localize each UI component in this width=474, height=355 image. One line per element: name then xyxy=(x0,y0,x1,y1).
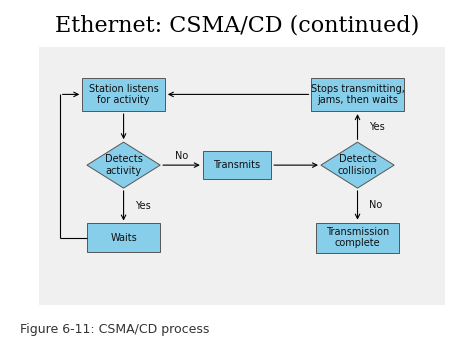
Text: Figure 6-11: CSMA/CD process: Figure 6-11: CSMA/CD process xyxy=(19,323,209,336)
FancyBboxPatch shape xyxy=(203,151,271,179)
Text: Detects
collision: Detects collision xyxy=(338,154,377,176)
Polygon shape xyxy=(87,142,160,188)
Text: Yes: Yes xyxy=(369,122,385,132)
Text: No: No xyxy=(369,200,383,211)
Text: Detects
activity: Detects activity xyxy=(105,154,143,176)
Text: Stops transmitting,
jams, then waits: Stops transmitting, jams, then waits xyxy=(310,83,404,105)
Text: Transmits: Transmits xyxy=(213,160,261,170)
Text: Transmission
complete: Transmission complete xyxy=(326,227,389,248)
FancyBboxPatch shape xyxy=(82,78,165,111)
FancyBboxPatch shape xyxy=(311,78,403,111)
FancyBboxPatch shape xyxy=(38,47,445,305)
Text: Waits: Waits xyxy=(110,233,137,242)
FancyBboxPatch shape xyxy=(87,223,160,252)
FancyBboxPatch shape xyxy=(316,223,399,253)
Text: Yes: Yes xyxy=(136,201,151,211)
Text: Station listens
for activity: Station listens for activity xyxy=(89,83,158,105)
Text: Ethernet: CSMA/CD (continued): Ethernet: CSMA/CD (continued) xyxy=(55,15,419,37)
Polygon shape xyxy=(321,142,394,188)
Text: No: No xyxy=(175,151,188,161)
